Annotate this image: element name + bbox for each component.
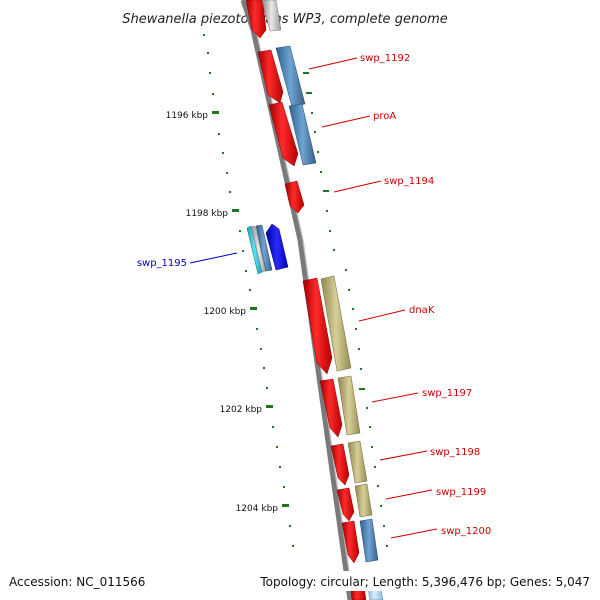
leader-line (358, 309, 406, 322)
gene-label[interactable]: swp_1197 (422, 388, 472, 399)
scale-dots-left (203, 34, 294, 547)
gene-swp_1192[interactable]: swp_1192 (257, 45, 410, 108)
gene-label[interactable]: proA (373, 111, 396, 122)
gene-swp_1198[interactable]: swp_1198 (330, 440, 480, 486)
gene-label[interactable]: swp_1200 (441, 526, 491, 537)
leader-line (333, 180, 382, 193)
feature-arrow (347, 440, 368, 484)
gene-swp_1195[interactable]: swp_1195 (137, 223, 289, 275)
leader-line (371, 392, 419, 403)
gene-label[interactable]: swp_1192 (360, 53, 410, 64)
feature-arrow (275, 45, 306, 108)
feature-arrow (337, 375, 361, 436)
feature-arrow (320, 275, 352, 372)
scale-tick-label: 1198 kbp (186, 209, 229, 219)
feature-arrow (268, 101, 299, 167)
scale-tick-1196: 1196 kbp (166, 111, 219, 121)
scale-tick-label: 1200 kbp (204, 307, 247, 317)
leader-line (321, 115, 371, 128)
scale-tick-label: 1202 kbp (220, 405, 263, 415)
gene-label[interactable]: swp_1194 (384, 176, 434, 187)
leader-line (189, 252, 238, 264)
gene-swp_1194[interactable]: swp_1194 (284, 176, 434, 214)
feature-arrow (319, 378, 343, 438)
scale-tick-1204: 1204 kbp (236, 504, 289, 514)
feature-arrow (354, 483, 373, 518)
feature-arrow (265, 223, 289, 271)
feature-arrow (336, 487, 355, 522)
gene-proA[interactable]: proA (268, 101, 396, 167)
leader-line (385, 489, 433, 500)
gene-label[interactable]: swp_1198 (430, 447, 480, 458)
feature-arrow (288, 103, 317, 166)
feature-arrow (284, 180, 305, 214)
gene-swp_1199[interactable]: swp_1199 (336, 483, 486, 522)
leader-line (390, 528, 438, 539)
feature-arrow (330, 443, 350, 486)
gene-swp_1200[interactable]: swp_1200 (341, 518, 491, 564)
leader-line (308, 57, 358, 70)
accession-text: Accession: NC_011566 (9, 575, 145, 589)
map-title: Shewanella piezotolerans WP3, complete g… (122, 12, 448, 27)
footer-backdrop-left (4, 571, 156, 591)
scale-tick-label: 1196 kbp (166, 111, 209, 121)
scale-tick-1198: 1198 kbp (186, 209, 239, 219)
genome-backbone (240, 0, 353, 600)
gene-swp_1197[interactable]: swp_1197 (319, 375, 472, 438)
feature-arrow (359, 518, 379, 563)
gene-label[interactable]: swp_1195 (137, 258, 187, 269)
scale-tick-1200: 1200 kbp (204, 307, 257, 317)
partial-feature-top[interactable] (245, 0, 282, 39)
scale-dots-right (303, 72, 388, 547)
feature-arrow (302, 277, 333, 375)
gene-dnaK[interactable]: dnaK (302, 275, 435, 375)
gene-label[interactable]: dnaK (409, 305, 435, 316)
feature-arrow (341, 520, 360, 564)
scale-tick-1202: 1202 kbp (220, 405, 273, 415)
leader-line (379, 450, 428, 461)
gene-label[interactable]: swp_1199 (436, 487, 486, 498)
feature-arrow (257, 49, 284, 104)
feature-arrow (255, 224, 273, 272)
footer-backdrop-right (256, 571, 596, 591)
scale-tick-label: 1204 kbp (236, 504, 279, 514)
topology-text: Topology: circular; Length: 5,396,476 bp… (259, 575, 590, 589)
